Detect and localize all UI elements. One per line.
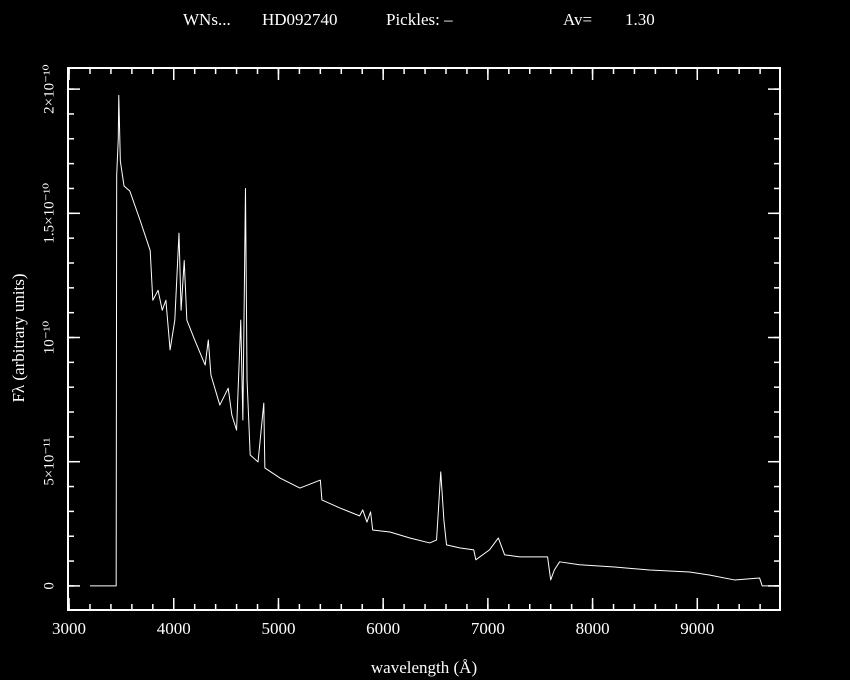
chart-title: WNs... — [183, 10, 231, 29]
y-tick-label: 0 — [41, 582, 57, 590]
av-value: 1.30 — [625, 10, 655, 29]
x-axis-label: wavelength (Å) — [371, 658, 477, 677]
pickles-label: Pickles: – — [386, 10, 453, 29]
x-tick-label: 6000 — [366, 619, 400, 638]
x-tick-label: 4000 — [157, 619, 191, 638]
y-tick-label: 1.5×10⁻¹⁰ — [41, 183, 57, 244]
x-tick-label: 7000 — [471, 619, 505, 638]
star-name: HD092740 — [262, 10, 338, 29]
plot-frame — [67, 67, 781, 611]
y-tick-label: 10⁻¹⁰ — [41, 321, 57, 354]
av-label: Av= — [563, 10, 592, 29]
x-tick-label: 5000 — [261, 619, 295, 638]
y-axis-label: Fλ (arbitrary units) — [9, 273, 28, 402]
x-tick-label: 3000 — [52, 619, 86, 638]
y-tick-label: 5×10⁻¹¹ — [41, 438, 57, 486]
spectrum-line — [89, 94, 779, 587]
x-tick-label: 9000 — [680, 619, 714, 638]
y-tick-label: 2×10⁻¹⁰ — [41, 64, 57, 113]
x-tick-label: 8000 — [576, 619, 610, 638]
